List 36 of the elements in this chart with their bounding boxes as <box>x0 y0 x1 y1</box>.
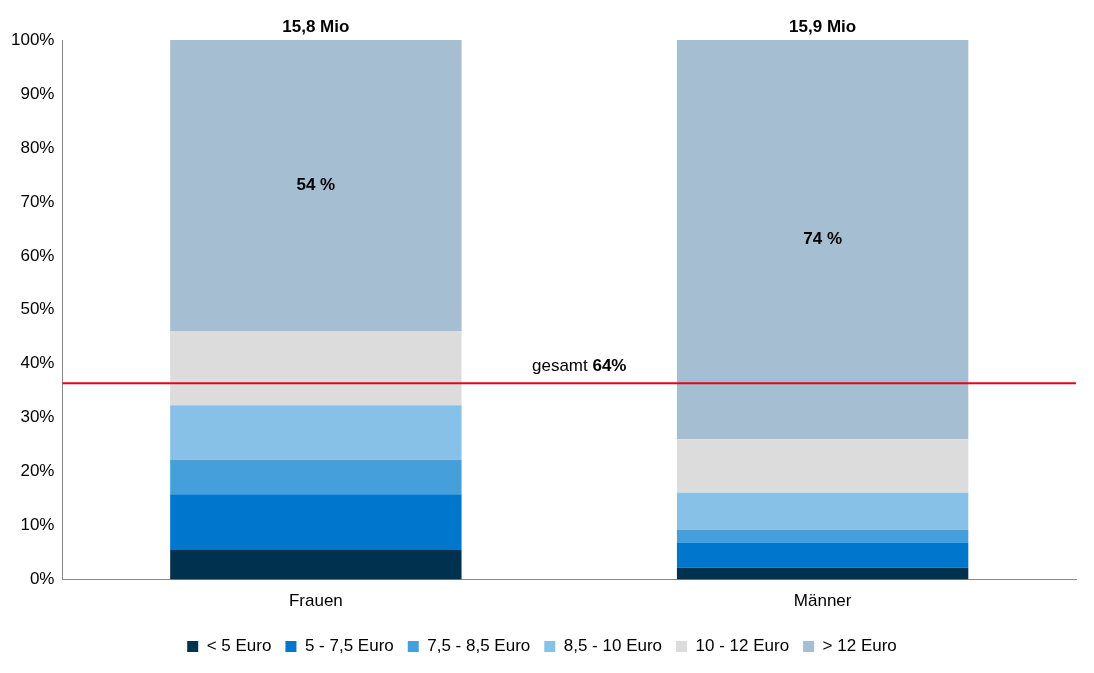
legend-label: > 12 Euro <box>822 636 897 656</box>
y-tick-label: 90% <box>20 83 55 103</box>
y-tick-label: 20% <box>20 461 55 481</box>
legend-label: 8,5 - 10 Euro <box>563 636 663 656</box>
bar <box>170 405 462 460</box>
bar <box>170 494 462 550</box>
bar <box>676 439 969 493</box>
bar <box>170 40 462 332</box>
legend-label: 5 - 7,5 Euro <box>304 636 394 656</box>
annotation: 15,9 Mio <box>789 17 857 37</box>
data-label: 54 % <box>296 175 336 195</box>
y-tick-label: 80% <box>20 137 55 157</box>
x-tick-label: Frauen <box>288 591 343 611</box>
legend-label: < 5 Euro <box>206 636 272 656</box>
bar <box>676 542 969 568</box>
bar <box>676 529 969 543</box>
ref-line-label: gesamt 64% <box>531 356 627 376</box>
y-tick-label: 0% <box>29 569 55 589</box>
legend-label: 10 - 12 Euro <box>695 636 790 656</box>
annotation: 15,8 Mio <box>282 17 350 37</box>
y-tick-label: 100% <box>11 29 55 49</box>
x-tick-label: Männer <box>793 591 852 611</box>
data-label: 74 % <box>803 229 842 249</box>
bar <box>676 492 969 530</box>
bar <box>676 567 969 580</box>
y-tick-label: 50% <box>20 299 55 319</box>
y-tick-label: 60% <box>20 245 55 265</box>
bar <box>676 40 969 440</box>
bar <box>170 331 462 406</box>
legend-label: 7,5 - 8,5 Euro <box>427 636 531 656</box>
y-tick-label: 40% <box>20 353 55 373</box>
y-tick-label: 10% <box>20 515 55 535</box>
bar <box>170 549 462 580</box>
y-tick-label: 70% <box>20 191 55 211</box>
bar <box>170 459 462 495</box>
y-tick-label: 30% <box>20 407 55 427</box>
